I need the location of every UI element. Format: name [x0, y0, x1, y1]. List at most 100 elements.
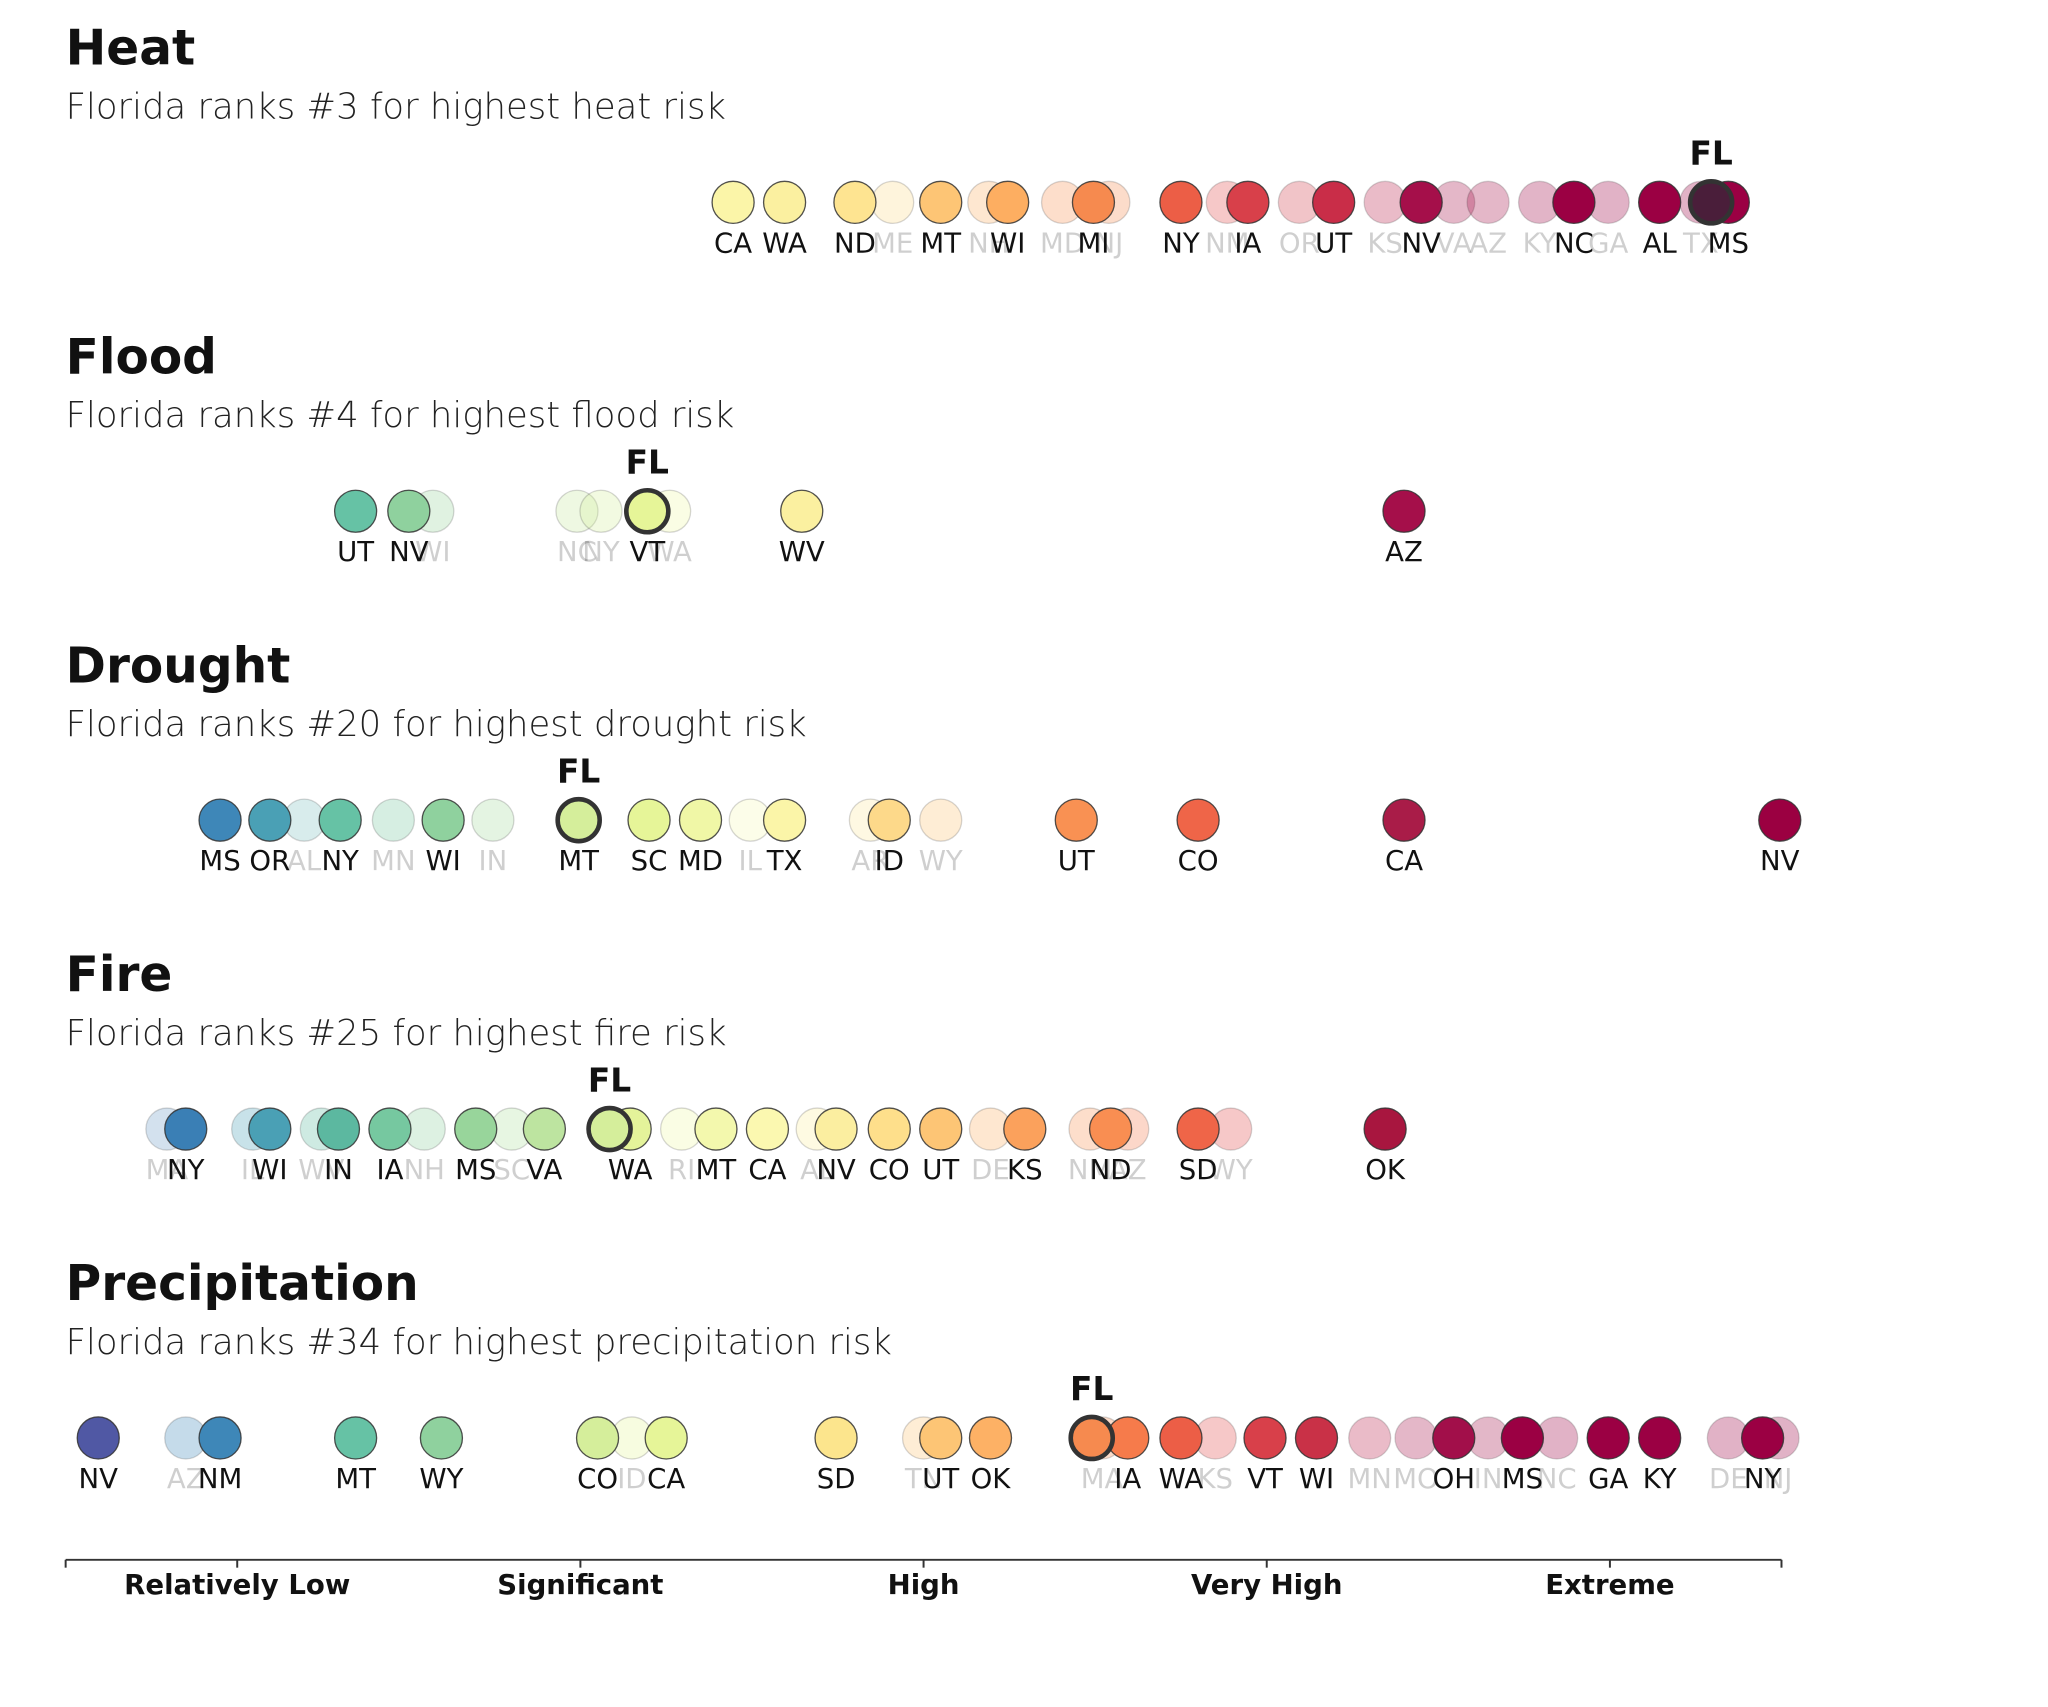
state-label: KY — [1643, 1463, 1677, 1495]
state-dot — [1003, 1107, 1047, 1151]
state-label: CA — [647, 1463, 685, 1495]
state-label: NM — [1068, 1154, 1112, 1186]
state-label: AL — [287, 845, 322, 877]
state-label: MA — [146, 1154, 189, 1186]
state-label: GA — [1588, 227, 1628, 259]
state-label: WI — [990, 227, 1025, 259]
state-label: NC — [1554, 227, 1594, 259]
state-dot — [1311, 180, 1356, 225]
state-label: VA — [526, 1154, 562, 1186]
highlight-dot — [586, 1105, 633, 1153]
state-label: WA — [1159, 1463, 1204, 1495]
state-dot — [1552, 180, 1596, 225]
state-dot — [575, 1416, 620, 1460]
state-dot — [1226, 180, 1270, 225]
x-tick-label: Significant — [497, 1569, 663, 1601]
state-dot — [1176, 798, 1220, 842]
state-label: MI — [1077, 227, 1109, 259]
state-label: WV — [298, 1154, 344, 1186]
state-dot — [421, 798, 465, 842]
state-label: CA — [1385, 845, 1423, 877]
highlight-label: FL — [626, 443, 669, 481]
state-label: CO — [1178, 845, 1219, 877]
state-dot — [1348, 1416, 1392, 1460]
state-label: MT — [335, 1463, 376, 1495]
state-label: TX — [1682, 227, 1719, 259]
panel-title: Precipitation — [66, 1256, 419, 1312]
state-dot — [968, 1416, 1013, 1460]
state-dot — [419, 1416, 464, 1460]
state-label: UT — [337, 536, 374, 568]
panel-subtitle: Florida ranks #34 for highest precipitat… — [66, 1322, 892, 1363]
state-label: NY — [167, 1154, 205, 1186]
highlight-dot — [1687, 179, 1735, 226]
state-label: WY — [1209, 1154, 1253, 1186]
state-dot — [76, 1416, 120, 1460]
state-dot — [1071, 180, 1116, 225]
state-label: MO — [1393, 1463, 1438, 1495]
state-dot — [919, 1416, 963, 1460]
state-label: NY — [1744, 1463, 1782, 1495]
state-label: MA — [1081, 1463, 1124, 1495]
state-label: DE — [1709, 1463, 1748, 1495]
state-dot — [985, 180, 1030, 225]
state-label: CA — [714, 227, 752, 259]
state-dot — [198, 798, 242, 842]
panel-title: Drought — [66, 638, 291, 694]
state-dot — [1500, 1416, 1545, 1460]
state-label: NJ — [1764, 1463, 1793, 1495]
state-label: AZ — [1385, 536, 1423, 568]
state-label: ID — [617, 1463, 646, 1495]
state-label: IL — [241, 1154, 265, 1186]
state-dot — [1758, 798, 1802, 842]
state-label: MS — [1502, 1463, 1543, 1495]
state-label: WA — [647, 536, 692, 568]
state-dot — [678, 798, 723, 842]
state-label: WA — [762, 227, 807, 259]
state-label: MT — [920, 227, 961, 259]
state-label: TX — [766, 845, 803, 877]
state-dot — [1638, 1416, 1682, 1460]
state-dot — [833, 180, 877, 225]
state-label: ME — [872, 227, 913, 259]
state-label: UT — [922, 1463, 959, 1495]
state-dot — [711, 180, 755, 225]
state-label: NH — [404, 1154, 445, 1186]
highlight-label: FL — [557, 752, 600, 790]
highlight-label: FL — [1689, 135, 1732, 173]
state-label: NC — [557, 536, 597, 568]
state-label: IA — [1114, 1463, 1141, 1495]
state-dot — [164, 1107, 208, 1151]
state-dot — [745, 1107, 790, 1151]
state-dot — [871, 180, 915, 225]
state-label: TN — [904, 1463, 942, 1495]
state-label: NM — [198, 1463, 242, 1495]
state-dot — [919, 180, 963, 225]
state-dot — [555, 489, 599, 533]
state-dot — [579, 489, 623, 533]
state-label: AZ — [1109, 1154, 1147, 1186]
state-label: KS — [1197, 1463, 1233, 1495]
state-label: MT — [696, 1154, 737, 1186]
state-label: NV — [389, 536, 429, 568]
state-label: WA — [608, 1154, 653, 1186]
x-tick-label: Very High — [1191, 1569, 1342, 1601]
x-tick-label: Extreme — [1545, 1569, 1674, 1601]
state-label: SD — [817, 1463, 856, 1495]
state-dot — [198, 1416, 242, 1460]
state-label: MN — [1348, 1463, 1392, 1495]
state-dot — [919, 798, 963, 842]
state-dot — [471, 798, 515, 842]
state-label: NV — [1760, 845, 1800, 877]
state-label: IN — [324, 1154, 353, 1186]
state-dot — [316, 1107, 361, 1151]
state-dot — [1382, 798, 1426, 842]
state-dot — [627, 798, 671, 842]
highlight-label: FL — [1070, 1370, 1113, 1408]
state-label: WV — [779, 536, 825, 568]
state-label: WI — [252, 1154, 287, 1186]
state-dot — [814, 1416, 858, 1460]
state-dot — [1159, 180, 1203, 225]
state-label: VT — [1247, 1463, 1283, 1495]
state-label: NY — [1162, 227, 1200, 259]
